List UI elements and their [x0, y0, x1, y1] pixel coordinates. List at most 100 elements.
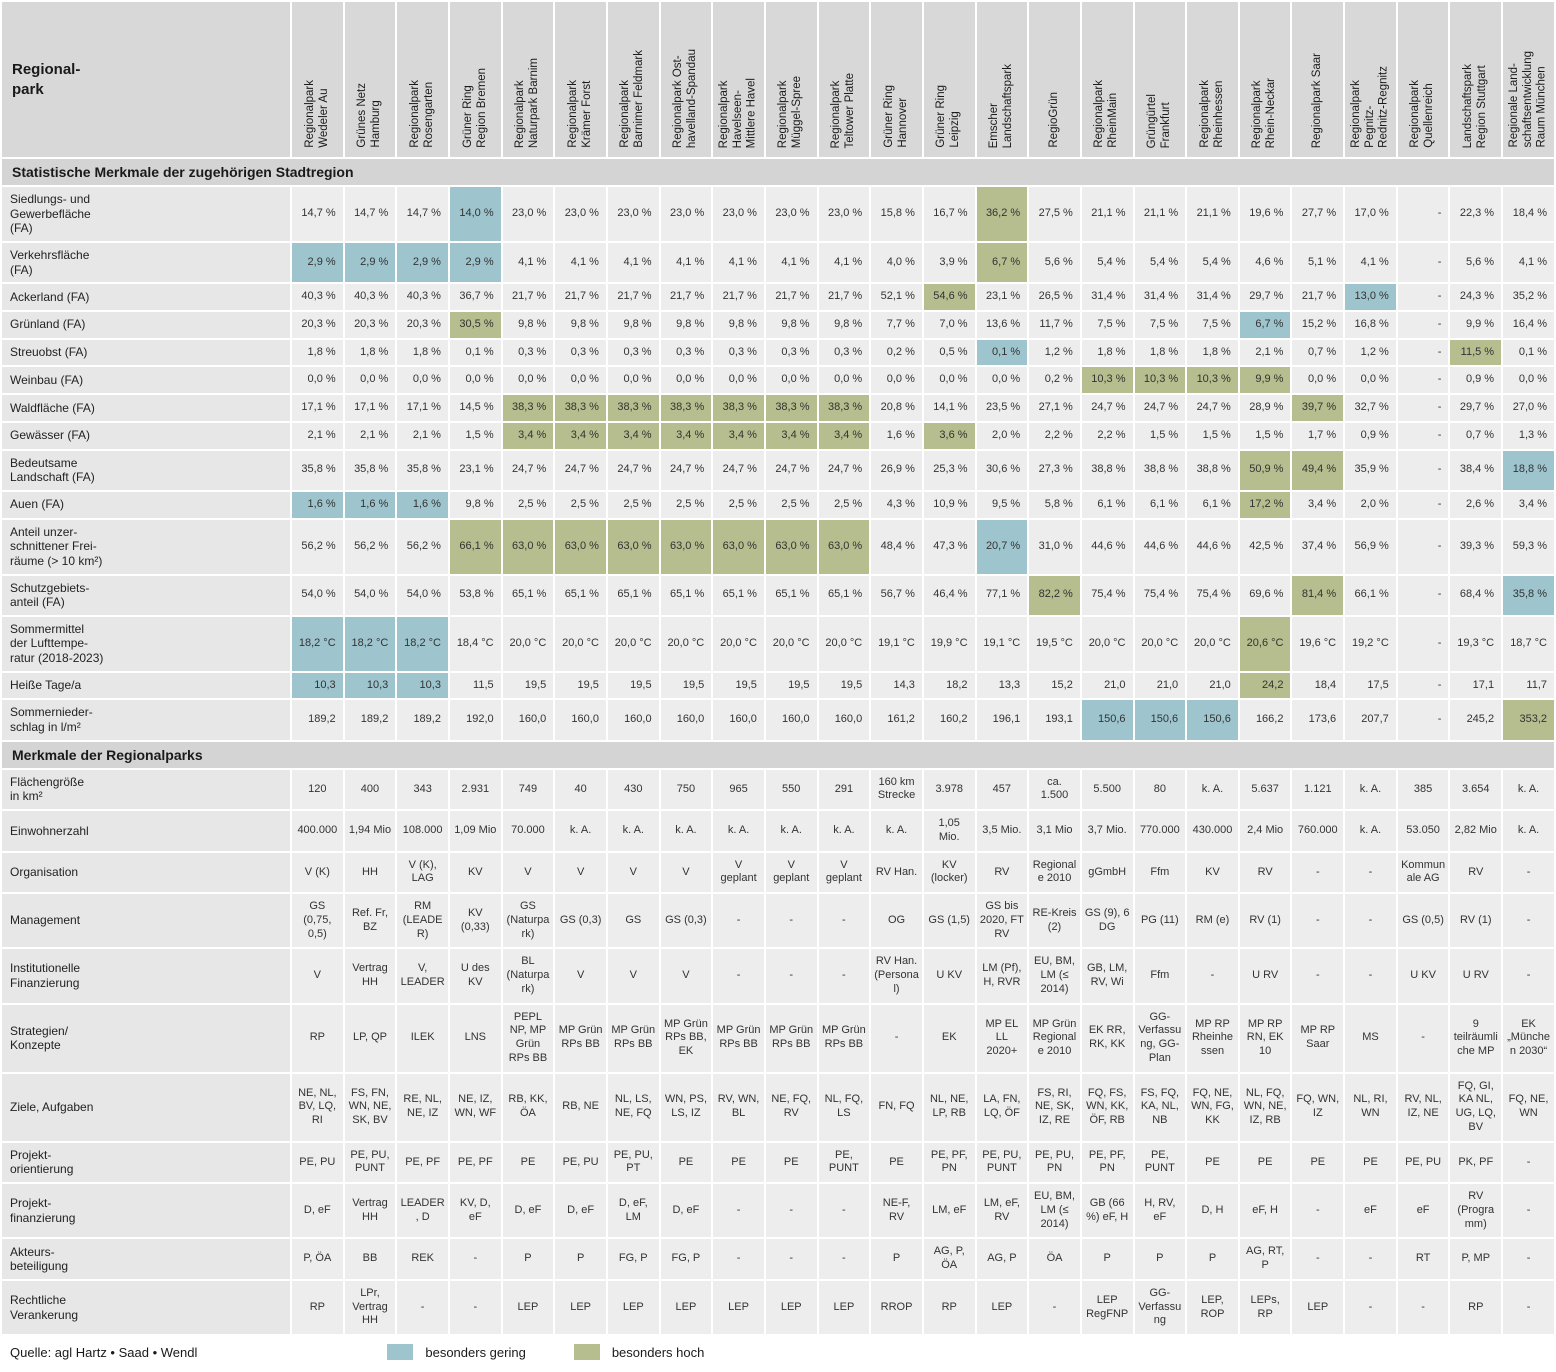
- data-cell: 2,9 %: [397, 242, 448, 283]
- table-row: Streuobst (FA) 1,8 % 1,8 % 1,8 % 0,1 % 0,3 % 0…: [2, 339, 1554, 366]
- data-cell: 430.000: [1187, 811, 1238, 851]
- data-cell: 189,2: [397, 700, 448, 740]
- data-cell: 69,6 %: [1239, 575, 1291, 615]
- data-cell: 550: [765, 769, 817, 810]
- data-cell: 3,4 %: [1292, 491, 1344, 518]
- data-cell: 0,0 %: [765, 367, 817, 394]
- data-cell: -: [765, 1184, 817, 1238]
- data-cell: 10,3: [344, 672, 396, 699]
- data-cell: 19,5: [607, 672, 659, 699]
- data-cell: 19,5: [502, 672, 554, 699]
- row-label: Projekt- orientierung: [2, 1142, 290, 1183]
- data-cell: NL, FQ, LS: [818, 1073, 870, 1141]
- data-cell: 38,3 %: [765, 395, 817, 421]
- data-cell: 21,7 %: [607, 284, 659, 310]
- table-row: Sommernieder- schlag in l/m² 189,2 189,2 18…: [2, 700, 1554, 740]
- data-cell: RV (1): [1239, 894, 1291, 948]
- data-cell: FS, RI, NE, SK, IZ, RE: [1029, 1073, 1080, 1141]
- data-cell: NL, LS, NE, FQ: [607, 1073, 659, 1141]
- data-cell: MP RP RN, EK 10: [1239, 1004, 1291, 1072]
- data-cell: NE, FQ, RV: [765, 1073, 817, 1141]
- data-cell: 2,9 %: [292, 242, 343, 283]
- data-cell: 80: [1134, 769, 1186, 810]
- data-cell: 37,4 %: [1292, 519, 1344, 574]
- data-cell: 38,3 %: [660, 395, 712, 421]
- data-cell: 17,1 %: [292, 395, 343, 421]
- data-cell: -: [1503, 1142, 1554, 1183]
- column-header-label: Regionalpark Rheinhessen: [1198, 80, 1225, 148]
- data-cell: -: [1029, 1280, 1080, 1335]
- data-cell: 0,3 %: [502, 339, 554, 366]
- column-header-7: Regionalpark Barnimer Feldmark: [607, 2, 659, 157]
- data-cell: OG: [871, 894, 922, 948]
- data-cell: PE, PU, PN: [1029, 1142, 1080, 1183]
- data-cell: 4,1 %: [1503, 242, 1554, 283]
- data-cell: 20,0 °C: [555, 616, 606, 671]
- data-cell: ca. 1.500: [1029, 769, 1080, 810]
- data-cell: 9,8 %: [502, 311, 554, 338]
- table-row: Schutzgebiets- anteil (FA) 54,0 % 54,0 % 54…: [2, 575, 1554, 615]
- data-cell: 19,5: [555, 672, 606, 699]
- data-cell: 3,4 %: [660, 422, 712, 449]
- data-cell: 19,5 °C: [1029, 616, 1080, 671]
- data-cell: 2,1 %: [292, 422, 343, 449]
- data-cell: 4,1 %: [502, 242, 554, 283]
- data-cell: 150,6: [1081, 700, 1133, 740]
- data-cell: EK RR, RK, KK: [1081, 1004, 1133, 1072]
- data-cell: 19,6 %: [1239, 187, 1291, 241]
- table-row: Ackerland (FA) 40,3 % 40,3 % 40,3 % 36,7 % 21…: [2, 284, 1554, 310]
- data-cell: V: [555, 852, 606, 893]
- data-cell: 81,4 %: [1292, 575, 1344, 615]
- data-cell: 965: [713, 769, 764, 810]
- column-header-label: Grüner Ring Region Bremen: [461, 68, 488, 148]
- data-cell: 9,9 %: [1239, 367, 1291, 394]
- data-cell: 21,7 %: [818, 284, 870, 310]
- column-header-label: Regionalpark Krämer Forst: [566, 80, 593, 148]
- data-cell: -: [1503, 1184, 1554, 1238]
- data-cell: 160,0: [555, 700, 606, 740]
- data-cell: 20,3 %: [292, 311, 343, 338]
- data-cell: 0,2 %: [1029, 367, 1080, 394]
- data-cell: 19,5: [713, 672, 764, 699]
- data-cell: 21,7 %: [713, 284, 764, 310]
- data-cell: 1,5 %: [449, 422, 501, 449]
- data-cell: GB (66 %) eF, H: [1081, 1184, 1133, 1238]
- data-cell: 23,5 %: [976, 395, 1028, 421]
- data-cell: U KV: [1397, 949, 1449, 1003]
- data-cell: 7,5 %: [1187, 311, 1238, 338]
- data-cell: V geplant: [765, 852, 817, 893]
- data-cell: 20,0 °C: [1187, 616, 1238, 671]
- data-cell: LEP: [555, 1280, 606, 1335]
- data-cell: FQ, GI, KA NL, UG, LQ, BV: [1450, 1073, 1502, 1141]
- data-cell: AG, RT, P: [1239, 1239, 1291, 1279]
- table-row: Auen (FA) 1,6 % 1,6 % 1,6 % 9,8 % 2,5 % 2,5 % 2…: [2, 491, 1554, 518]
- data-cell: D, eF, LM: [607, 1184, 659, 1238]
- table-row: Verkehrsfläche (FA) 2,9 % 2,9 % 2,9 % 2,9 % 4…: [2, 242, 1554, 283]
- data-cell: RT: [1397, 1239, 1449, 1279]
- data-cell: 56,9 %: [1345, 519, 1396, 574]
- data-cell: LP, QP: [344, 1004, 396, 1072]
- row-label: Streuobst (FA): [2, 339, 290, 366]
- data-cell: D, eF: [292, 1184, 343, 1238]
- data-cell: 35,8 %: [344, 450, 396, 490]
- data-cell: 63,0 %: [713, 519, 764, 574]
- data-cell: PE: [871, 1142, 922, 1183]
- column-header-16: Regionalpark RheinMain: [1081, 2, 1133, 157]
- data-cell: 10,3: [397, 672, 448, 699]
- data-cell: 1,7 %: [1292, 422, 1344, 449]
- data-cell: 65,1 %: [502, 575, 554, 615]
- data-cell: 385: [1397, 769, 1449, 810]
- data-cell: PE: [1292, 1142, 1344, 1183]
- data-cell: -: [1397, 311, 1449, 338]
- row-label: Ackerland (FA): [2, 284, 290, 310]
- data-cell: GS (1,5): [923, 894, 975, 948]
- data-cell: 7,7 %: [871, 311, 922, 338]
- data-cell: 18,8 %: [1503, 450, 1554, 490]
- data-cell: -: [1397, 422, 1449, 449]
- data-cell: 23,0 %: [660, 187, 712, 241]
- row-label: Projekt- finanzierung: [2, 1184, 290, 1238]
- data-cell: 24,7 %: [502, 450, 554, 490]
- data-cell: -: [1397, 672, 1449, 699]
- data-cell: 68,4 %: [1450, 575, 1502, 615]
- data-cell: EU, BM, LM (≤ 2014): [1029, 949, 1080, 1003]
